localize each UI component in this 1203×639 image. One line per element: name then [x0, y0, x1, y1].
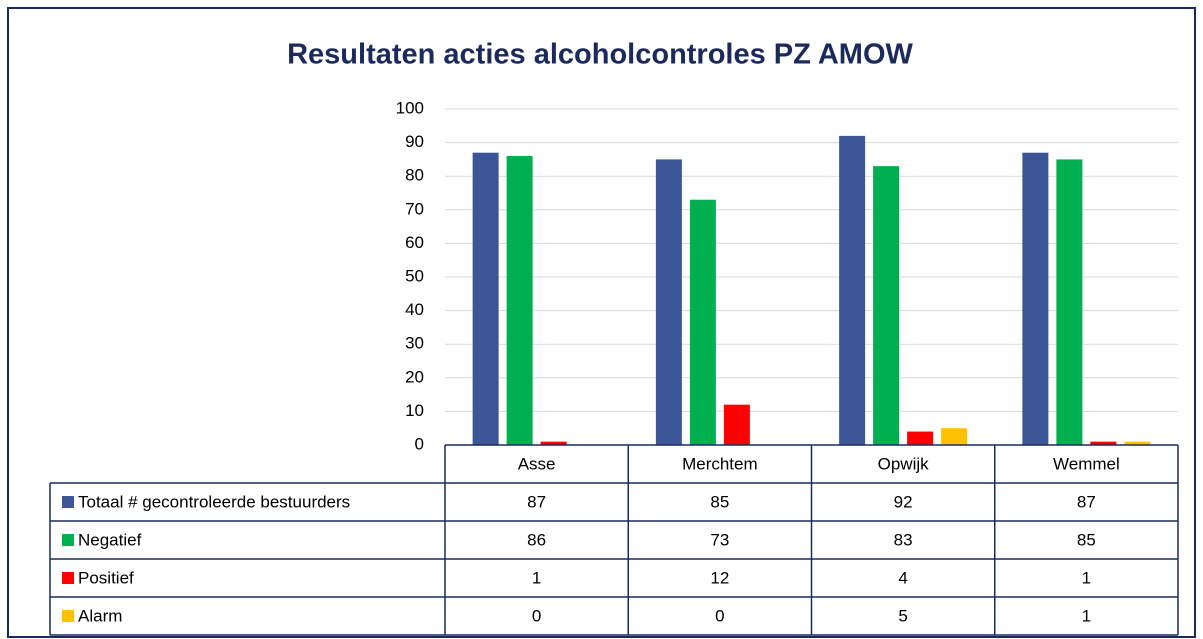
table-cell: 87 [527, 492, 546, 511]
x-tick-label: Asse [518, 454, 556, 473]
table-cell: 83 [894, 530, 913, 549]
legend-label: Totaal # gecontroleerde bestuurders [78, 492, 350, 511]
legend-swatch [62, 496, 74, 508]
y-tick-label: 40 [405, 300, 424, 319]
y-tick-label: 30 [405, 334, 424, 353]
legend-swatch [62, 572, 74, 584]
table-cell: 5 [898, 606, 907, 625]
table-cell: 85 [1077, 530, 1096, 549]
table-cell: 4 [898, 568, 907, 587]
bar [723, 404, 750, 445]
bar [941, 428, 968, 445]
bar [1022, 152, 1049, 445]
table-cell: 0 [532, 606, 541, 625]
table-cell: 0 [715, 606, 724, 625]
legend-swatch [62, 534, 74, 546]
legend-label: Alarm [78, 606, 122, 625]
legend-swatch [62, 610, 74, 622]
bar [472, 152, 499, 445]
bar [839, 135, 866, 445]
bar [506, 156, 533, 446]
bar [1090, 441, 1117, 445]
bar [907, 431, 934, 445]
table-cell: 1 [532, 568, 541, 587]
y-tick-label: 0 [415, 434, 424, 453]
bar [689, 199, 716, 445]
y-tick-label: 70 [405, 199, 424, 218]
table-cell: 1 [1082, 606, 1091, 625]
y-tick-label: 80 [405, 166, 424, 185]
y-tick-label: 60 [405, 233, 424, 252]
table-cell: 1 [1082, 568, 1091, 587]
legend-label: Negatief [78, 530, 142, 549]
table-cell: 87 [1077, 492, 1096, 511]
table-cell: 85 [710, 492, 729, 511]
x-tick-label: Merchtem [682, 454, 758, 473]
table-cell: 73 [710, 530, 729, 549]
y-tick-label: 20 [405, 367, 424, 386]
y-tick-label: 100 [396, 98, 424, 117]
table-cell: 92 [894, 492, 913, 511]
bar [1056, 159, 1083, 445]
legend-label: Positief [78, 568, 134, 587]
y-tick-label: 10 [405, 401, 424, 420]
table-cell: 12 [710, 568, 729, 587]
chart-title: Resultaten acties alcoholcontroles PZ AM… [287, 39, 913, 71]
bar [655, 159, 682, 445]
bar [873, 166, 900, 445]
y-tick-label: 50 [405, 266, 424, 285]
bar [540, 441, 567, 445]
chart-border [7, 7, 1196, 638]
y-tick-label: 90 [405, 132, 424, 151]
x-tick-label: Opwijk [878, 454, 930, 473]
table-cell: 86 [527, 530, 546, 549]
bar [1124, 441, 1151, 445]
x-tick-label: Wemmel [1053, 454, 1120, 473]
